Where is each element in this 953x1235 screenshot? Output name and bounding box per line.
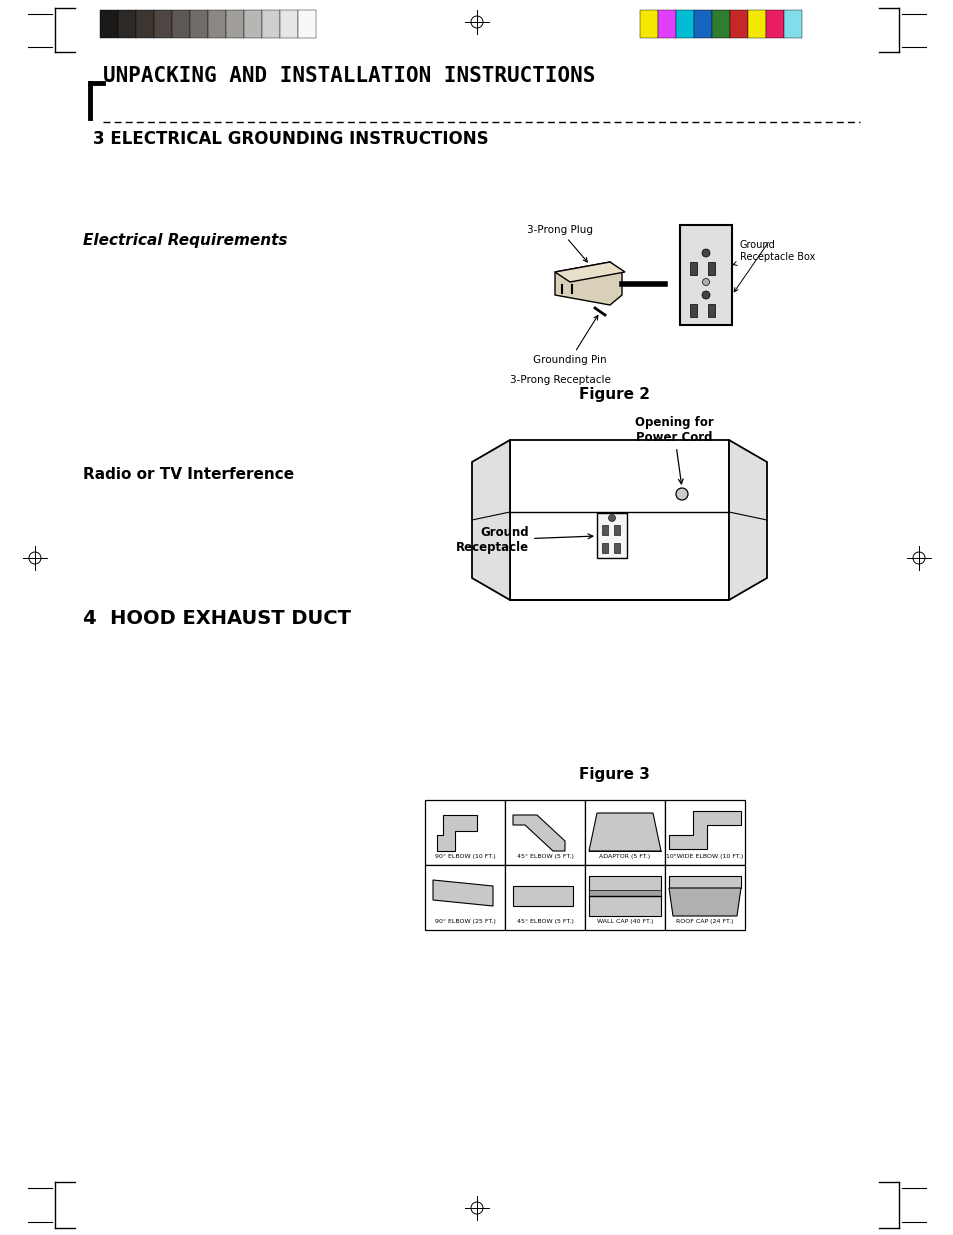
Bar xyxy=(664,800,744,864)
Text: Figure 2: Figure 2 xyxy=(578,387,650,403)
Polygon shape xyxy=(588,813,660,851)
Text: Radio or TV Interference: Radio or TV Interference xyxy=(83,467,294,482)
Bar xyxy=(597,513,626,558)
Bar xyxy=(584,800,664,864)
Bar xyxy=(658,10,676,38)
Text: UNPACKING AND INSTALLATION INSTRUCTIONS: UNPACKING AND INSTALLATION INSTRUCTIONS xyxy=(103,65,595,86)
Text: 90° ELBOW (10 FT.): 90° ELBOW (10 FT.) xyxy=(435,853,495,860)
Bar xyxy=(729,10,747,38)
Circle shape xyxy=(701,249,709,257)
Bar xyxy=(297,10,315,38)
Text: Electrical Requirements: Electrical Requirements xyxy=(83,233,287,248)
Polygon shape xyxy=(588,876,660,916)
Bar xyxy=(679,225,731,325)
Circle shape xyxy=(608,515,615,521)
Bar xyxy=(711,10,729,38)
Bar xyxy=(226,10,244,38)
Polygon shape xyxy=(510,440,728,600)
Bar xyxy=(424,800,504,864)
Bar xyxy=(136,10,153,38)
Bar xyxy=(676,10,693,38)
Bar xyxy=(172,10,190,38)
Bar xyxy=(614,543,619,553)
Bar xyxy=(689,304,697,317)
Polygon shape xyxy=(555,262,621,305)
Text: 90° ELBOW (25 FT.): 90° ELBOW (25 FT.) xyxy=(435,919,495,924)
Text: 3-Prong Plug: 3-Prong Plug xyxy=(526,225,593,262)
Bar xyxy=(424,864,504,930)
Bar xyxy=(707,262,714,275)
Bar xyxy=(693,10,711,38)
Polygon shape xyxy=(555,262,624,282)
Text: 3 ELECTRICAL GROUNDING INSTRUCTIONS: 3 ELECTRICAL GROUNDING INSTRUCTIONS xyxy=(92,130,488,148)
Text: 45° ELBOW (5 FT.): 45° ELBOW (5 FT.) xyxy=(516,853,573,860)
Text: 45° ELBOW (5 FT.): 45° ELBOW (5 FT.) xyxy=(516,919,573,924)
Polygon shape xyxy=(436,815,476,851)
Text: ADAPTOR (5 FT.): ADAPTOR (5 FT.) xyxy=(598,853,650,860)
Bar xyxy=(664,864,744,930)
Bar xyxy=(584,864,664,930)
Polygon shape xyxy=(472,440,510,600)
Text: Ground
Receptacle: Ground Receptacle xyxy=(456,526,592,555)
Text: 4  HOOD EXHAUST DUCT: 4 HOOD EXHAUST DUCT xyxy=(83,609,351,629)
Text: Figure 3: Figure 3 xyxy=(578,767,649,782)
Bar xyxy=(783,10,801,38)
Text: ROOF CAP (24 FT.): ROOF CAP (24 FT.) xyxy=(676,919,733,924)
Text: 3-Prong Receptacle: 3-Prong Receptacle xyxy=(510,375,610,385)
Bar xyxy=(280,10,297,38)
Bar xyxy=(504,800,584,864)
Text: Ground
Receptacle Box: Ground Receptacle Box xyxy=(732,240,815,266)
Bar xyxy=(689,262,697,275)
Bar xyxy=(614,525,619,535)
Polygon shape xyxy=(433,881,493,906)
Bar xyxy=(118,10,136,38)
Bar xyxy=(747,10,765,38)
Bar xyxy=(639,10,658,38)
Circle shape xyxy=(701,279,709,285)
Text: 10"WIDE ELBOW (10 FT.): 10"WIDE ELBOW (10 FT.) xyxy=(666,853,742,860)
Circle shape xyxy=(676,488,687,500)
Bar xyxy=(244,10,262,38)
Bar xyxy=(208,10,226,38)
Polygon shape xyxy=(513,815,564,851)
Bar xyxy=(153,10,172,38)
Polygon shape xyxy=(728,440,766,600)
Bar xyxy=(601,543,607,553)
Polygon shape xyxy=(513,885,573,906)
Bar xyxy=(190,10,208,38)
Bar xyxy=(100,10,118,38)
Polygon shape xyxy=(668,811,740,848)
Bar xyxy=(765,10,783,38)
Circle shape xyxy=(701,291,709,299)
Bar xyxy=(504,864,584,930)
Bar xyxy=(262,10,280,38)
Polygon shape xyxy=(668,888,740,916)
Text: WALL CAP (40 FT.): WALL CAP (40 FT.) xyxy=(597,919,653,924)
Polygon shape xyxy=(668,876,740,888)
Text: Opening for
Power Cord: Opening for Power Cord xyxy=(634,416,713,484)
Text: Grounding Pin: Grounding Pin xyxy=(533,315,606,366)
Bar xyxy=(707,304,714,317)
Polygon shape xyxy=(588,890,660,897)
Bar xyxy=(601,525,607,535)
